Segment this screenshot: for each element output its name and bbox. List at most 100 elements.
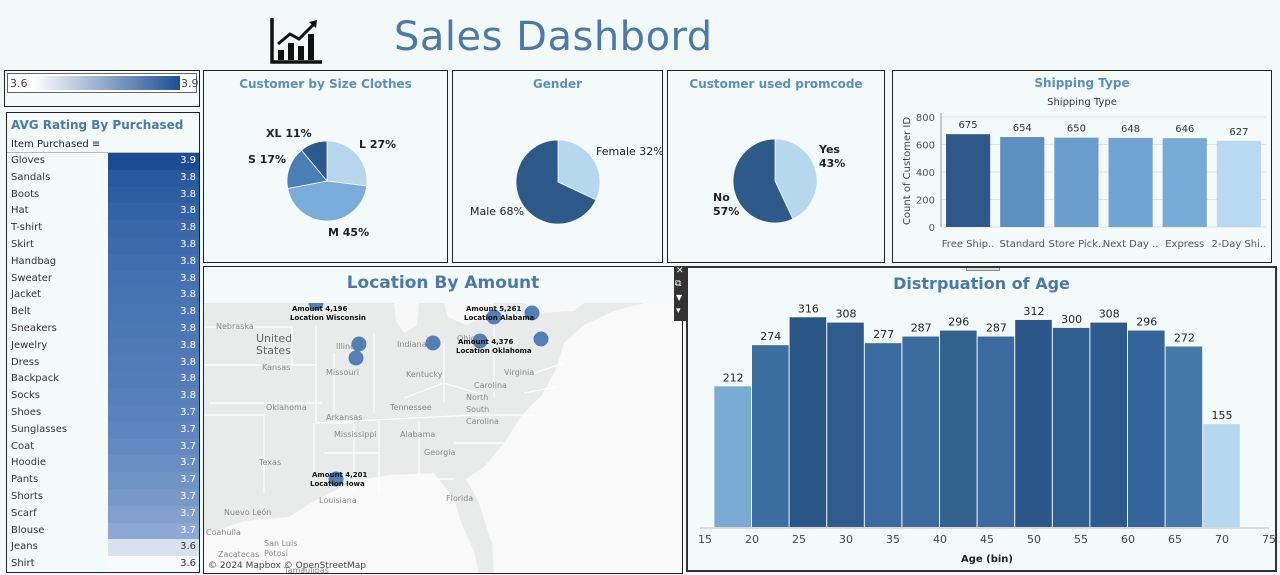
histogram-bar[interactable]	[1052, 327, 1090, 527]
table-row[interactable]: T-shirt 3.8	[7, 220, 199, 237]
location-marker[interactable]	[348, 350, 364, 366]
map-annotation-location: Location Oklahoma	[456, 347, 532, 355]
table-row[interactable]: Sandals 3.8	[7, 169, 199, 187]
state-border	[204, 414, 265, 493]
table-row[interactable]: Jacket 3.8	[7, 287, 199, 305]
histogram-bar[interactable]	[789, 317, 827, 527]
bar[interactable]	[1162, 138, 1207, 227]
table-row[interactable]: Sneakers 3.8	[7, 321, 199, 338]
resize-handle[interactable]	[966, 268, 1000, 271]
x-tick-label: 75	[1262, 533, 1276, 546]
bar[interactable]	[1216, 140, 1261, 227]
table-row[interactable]: Belt 3.8	[7, 304, 199, 321]
x-tick-label: Next Day ..	[1103, 239, 1159, 250]
row-item-name: Dress	[11, 356, 40, 368]
table-row[interactable]: Gloves 3.9	[7, 153, 199, 170]
location-marker[interactable]	[351, 336, 367, 352]
table-row[interactable]: Skirt 3.8	[7, 237, 199, 254]
y-tick-label: 800	[916, 113, 935, 124]
map-attribution[interactable]: © 2024 Mapbox © OpenStreetMap	[208, 561, 366, 571]
row-rating-cell: 3.6	[108, 539, 199, 557]
map-place-label: Texas	[258, 458, 281, 467]
table-row[interactable]: Blouse 3.7	[7, 522, 199, 540]
bar[interactable]	[1108, 137, 1153, 227]
pie-slice[interactable]	[286, 149, 328, 189]
location-marker[interactable]	[486, 309, 502, 325]
table-row[interactable]: Shoes 3.7	[7, 405, 199, 422]
location-marker[interactable]	[533, 331, 549, 347]
histogram-bar[interactable]	[864, 343, 902, 527]
location-marker[interactable]	[425, 335, 441, 351]
more-icon[interactable]: ▾	[676, 306, 681, 316]
bar[interactable]	[1000, 137, 1045, 227]
location-marker[interactable]	[472, 333, 488, 349]
table-row[interactable]: Hat 3.8	[7, 203, 199, 221]
row-rating-value: 3.8	[180, 188, 196, 200]
pie-slice[interactable]	[732, 138, 794, 224]
promo-pie-panel: Customer used promcode Yes 43% No 57%	[667, 70, 885, 263]
table-row[interactable]: Hoodie 3.7	[7, 455, 199, 473]
histogram-bar[interactable]	[1015, 319, 1052, 527]
row-rating-cell: 3.8	[108, 304, 199, 321]
histogram-bar[interactable]	[714, 386, 751, 527]
slice-label: Female 32%	[596, 145, 663, 158]
row-rating-cell: 3.7	[108, 489, 199, 506]
table-row[interactable]: Dress 3.8	[7, 354, 199, 372]
row-item-name: Shorts	[11, 491, 44, 502]
table-row[interactable]: Backpack 3.8	[7, 371, 199, 389]
slice-value: 57%	[713, 205, 739, 218]
table-row[interactable]: Jewelry 3.8	[7, 337, 199, 355]
pie-slice[interactable]	[326, 140, 368, 187]
popout-icon[interactable]: ⧉	[675, 279, 682, 289]
table-row[interactable]: Sweater 3.8	[7, 270, 199, 288]
row-item-name: Belt	[11, 306, 31, 318]
location-marker[interactable]	[328, 471, 344, 487]
table-row[interactable]: Shorts 3.7	[7, 489, 199, 506]
histogram-bar[interactable]	[1128, 330, 1165, 527]
header-divider	[7, 152, 199, 153]
gender-pie-chart: Female 32% Male 68%	[470, 139, 663, 225]
close-icon[interactable]: ✕	[676, 266, 684, 276]
row-rating-value: 3.8	[180, 272, 196, 284]
histogram-bar[interactable]	[977, 336, 1015, 527]
row-rating-value: 3.8	[180, 323, 196, 334]
location-marker[interactable]	[308, 303, 324, 311]
table-row[interactable]: Scarf 3.7	[7, 505, 199, 523]
histogram-bar[interactable]	[1090, 322, 1127, 527]
bar[interactable]	[1054, 137, 1099, 227]
map-place-label: Potosí	[264, 549, 289, 558]
row-rating-value: 3.6	[180, 558, 196, 570]
location-marker[interactable]	[524, 305, 540, 321]
table-row[interactable]: Boots 3.8	[7, 186, 199, 204]
table-row[interactable]: Shirt 3.6	[7, 556, 199, 572]
filter-icon[interactable]: ▼	[676, 293, 683, 302]
pie-slice[interactable]	[515, 139, 597, 225]
legend-box: 3.6 3.9	[7, 73, 199, 93]
table-row[interactable]: Jeans 3.6	[7, 539, 199, 557]
lake-erie	[444, 303, 494, 325]
histogram-bar[interactable]	[940, 330, 977, 527]
map-place-label: Coahuila	[206, 528, 241, 537]
histogram-bar[interactable]	[1165, 346, 1203, 527]
histogram-bar[interactable]	[1203, 424, 1240, 527]
table-row[interactable]: Sunglasses 3.7	[7, 421, 199, 439]
table-row[interactable]: Handbag 3.8	[7, 253, 199, 271]
table-row[interactable]: Socks 3.8	[7, 388, 199, 405]
table-row[interactable]: Pants 3.7	[7, 472, 199, 489]
histogram-bar[interactable]	[827, 322, 864, 527]
rating-table-header[interactable]: Item Purchased ≡	[11, 139, 100, 150]
table-row[interactable]: Coat 3.7	[7, 438, 199, 456]
pie-slice[interactable]	[774, 138, 818, 220]
pie-slice[interactable]	[300, 140, 328, 183]
slice-label: M 45%	[328, 226, 369, 239]
row-rating-cell: 3.8	[108, 354, 199, 372]
row-rating-value: 3.8	[180, 205, 196, 217]
bar[interactable]	[946, 134, 991, 227]
atlantic-ocean	[466, 303, 682, 573]
histogram-bar[interactable]	[752, 345, 789, 527]
histogram-bar[interactable]	[902, 336, 939, 527]
pie-slice[interactable]	[557, 139, 601, 201]
pie-slice[interactable]	[287, 180, 368, 222]
sort-descending-icon[interactable]: ≡	[91, 139, 101, 150]
